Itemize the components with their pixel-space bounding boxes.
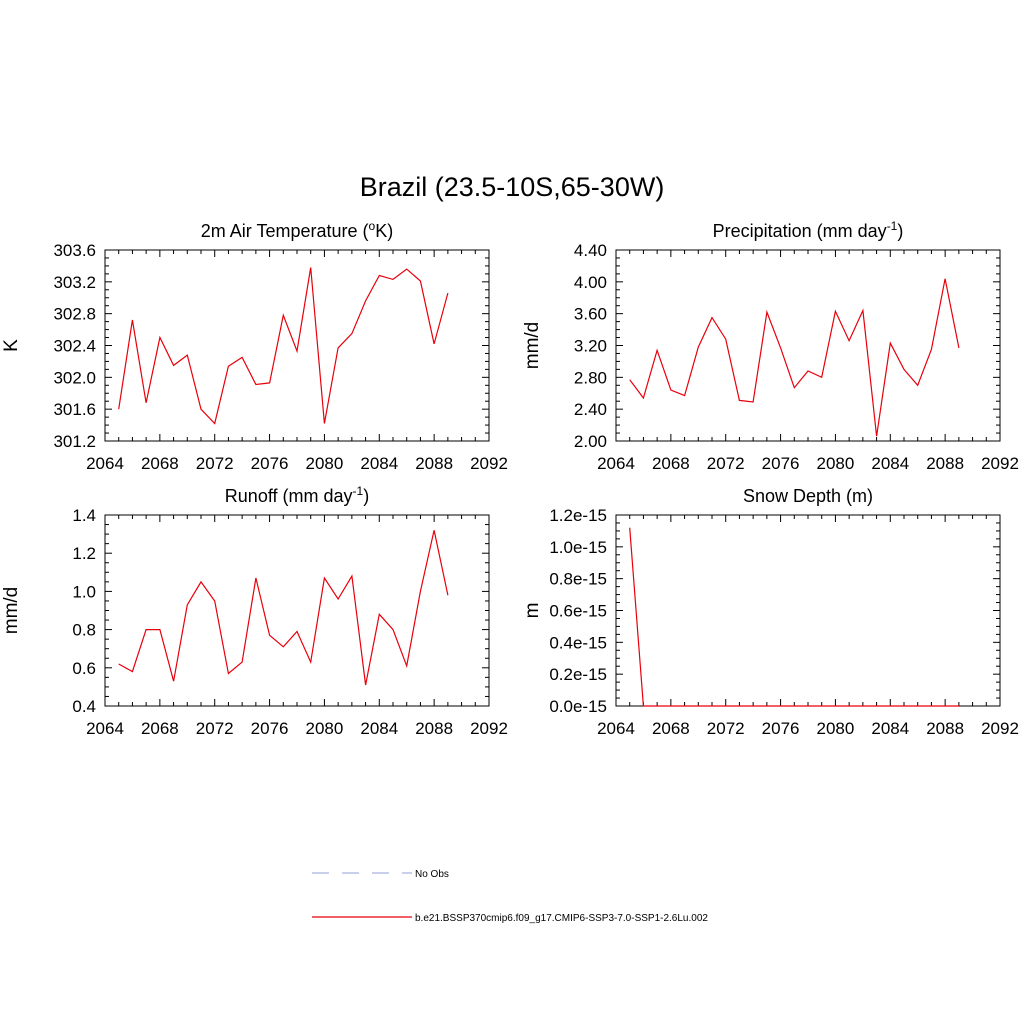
y-axis-label: K [1,339,22,352]
panel-runoff: 2064 2068 2072 2076 2080 2084 2088 2092 0.4 0.6 0.… [1,484,508,738]
x-tick-label: 2064 [597,719,635,738]
panel-snow-depth: 2064 2068 2072 2076 2080 2084 2088 2092 0.0e-15 0… [522,486,1019,738]
x-tick-label: 2088 [415,454,453,473]
x-tick-label: 2068 [652,454,690,473]
y-tick-label: 4.00 [574,273,607,292]
x-tick-label: 2084 [360,454,398,473]
y-tick-label: 3.20 [574,337,607,356]
x-tick-label: 2068 [141,719,179,738]
y-tick-label: 2.40 [574,400,607,419]
x-tick-label: 2080 [306,719,344,738]
x-tick-label: 2076 [251,454,289,473]
x-tick-label: 2064 [86,719,124,738]
x-tick-label: 2088 [926,719,964,738]
x-tick-label: 2064 [597,454,635,473]
x-tick-label: 2064 [86,454,124,473]
x-tick-label: 2092 [470,454,508,473]
y-tick-label: 0.4 [72,697,96,716]
y-tick-label: 301.6 [53,400,96,419]
y-tick-label: 303.6 [53,241,96,260]
x-tick-label: 2092 [981,454,1019,473]
y-tick-label: 0.0e-15 [549,697,607,716]
y-tick-label: 0.6 [72,659,96,678]
series-line [629,278,960,437]
plot-frame [615,514,1001,707]
x-tick-label: 2068 [652,719,690,738]
x-tick-label: 2084 [871,719,909,738]
y-tick-label: 0.8e-15 [549,570,607,589]
panel-precipitation: 2064 2068 2072 2076 2080 2084 2088 2092 2.00 2.40… [522,219,1019,473]
series-line [118,530,449,686]
panel-title: Snow Depth (m) [743,486,873,506]
y-tick-label: 4.40 [574,241,607,260]
x-tick-label: 2072 [196,454,234,473]
y-tick-label: 2.00 [574,432,607,451]
y-tick-label: 302.0 [53,368,96,387]
y-tick-label: 1.0e-15 [549,538,607,557]
y-tick-label: 1.0 [72,582,96,601]
y-tick-label: 302.8 [53,305,96,324]
x-tick-label: 2080 [817,454,855,473]
y-tick-label: 302.4 [53,337,96,356]
plot-frame [615,249,1001,442]
legend: No Obs b.e21.BSSP370cmip6.f09_g17.CMIP6-S… [312,869,708,924]
y-tick-label: 0.8 [72,621,96,640]
x-tick-label: 2076 [762,454,800,473]
y-tick-label: 3.60 [574,305,607,324]
x-tick-label: 2068 [141,454,179,473]
x-tick-label: 2084 [871,454,909,473]
y-tick-label: 0.2e-15 [549,665,607,684]
panel-title: 2m Air Temperature (oK) [201,219,393,241]
y-tick-label: 1.2 [72,544,96,563]
y-tick-label: 0.4e-15 [549,633,607,652]
x-tick-label: 2084 [360,719,398,738]
panel-title: Precipitation (mm day-1) [713,219,904,241]
x-tick-label: 2076 [762,719,800,738]
x-tick-label: 2072 [707,719,745,738]
plot-frame [104,249,490,442]
x-tick-label: 2072 [707,454,745,473]
x-tick-label: 2080 [306,454,344,473]
x-tick-label: 2088 [415,719,453,738]
y-tick-label: 303.2 [53,273,96,292]
panel-title: Runoff (mm day-1) [225,484,369,506]
x-tick-label: 2088 [926,454,964,473]
legend-label: b.e21.BSSP370cmip6.f09_g17.CMIP6-SSP3-7.… [415,913,708,924]
series-line [629,527,959,707]
y-axis-label: mm/d [522,322,543,370]
x-tick-label: 2076 [251,719,289,738]
x-tick-label: 2080 [817,719,855,738]
y-tick-label: 2.80 [574,368,607,387]
y-tick-label: 1.4 [72,506,96,525]
panel-air-temperature: 2064 2068 2072 2076 2080 2084 2088 2092 301.2 301… [1,219,508,473]
y-tick-label: 301.2 [53,432,96,451]
series-line [118,267,449,425]
y-tick-label: 1.2e-15 [549,506,607,525]
y-tick-label: 0.6e-15 [549,602,607,621]
figure-title: Brazil (23.5-10S,65-30W) [360,172,665,202]
x-tick-label: 2072 [196,719,234,738]
y-axis-label: mm/d [1,587,22,635]
y-axis-label: m [522,603,543,619]
legend-label: No Obs [415,869,449,880]
x-tick-label: 2092 [981,719,1019,738]
x-tick-label: 2092 [470,719,508,738]
